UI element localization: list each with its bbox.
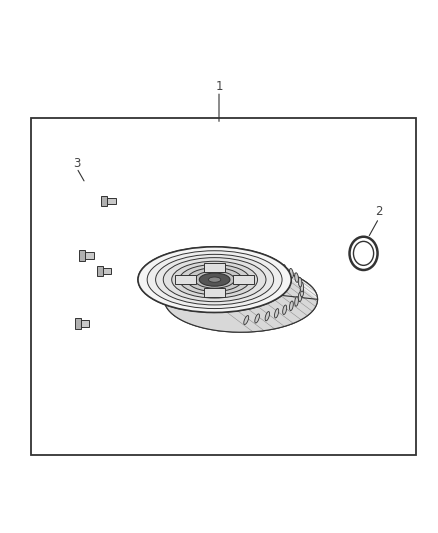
Ellipse shape xyxy=(194,271,235,288)
Ellipse shape xyxy=(255,256,259,265)
Ellipse shape xyxy=(255,314,259,323)
Ellipse shape xyxy=(199,273,230,286)
Ellipse shape xyxy=(290,301,293,311)
Ellipse shape xyxy=(172,261,258,298)
Ellipse shape xyxy=(275,309,279,318)
FancyBboxPatch shape xyxy=(79,251,85,261)
Ellipse shape xyxy=(147,251,282,309)
FancyBboxPatch shape xyxy=(101,196,107,206)
Ellipse shape xyxy=(187,268,242,292)
Ellipse shape xyxy=(180,264,250,295)
Ellipse shape xyxy=(295,273,298,282)
FancyBboxPatch shape xyxy=(102,268,111,274)
Ellipse shape xyxy=(298,277,302,287)
Ellipse shape xyxy=(164,266,318,332)
FancyBboxPatch shape xyxy=(97,265,103,276)
Text: 1: 1 xyxy=(215,80,223,93)
Ellipse shape xyxy=(275,261,279,270)
Ellipse shape xyxy=(298,292,302,302)
Ellipse shape xyxy=(244,254,249,263)
FancyBboxPatch shape xyxy=(204,288,225,296)
FancyBboxPatch shape xyxy=(85,252,94,259)
Ellipse shape xyxy=(208,277,221,282)
Ellipse shape xyxy=(283,264,286,274)
Text: 2: 2 xyxy=(375,205,383,218)
Ellipse shape xyxy=(290,269,293,278)
Ellipse shape xyxy=(283,305,286,314)
FancyBboxPatch shape xyxy=(204,263,225,271)
FancyBboxPatch shape xyxy=(175,275,196,284)
Ellipse shape xyxy=(265,312,269,321)
Ellipse shape xyxy=(300,282,304,292)
FancyBboxPatch shape xyxy=(107,198,116,204)
Polygon shape xyxy=(138,280,318,332)
Ellipse shape xyxy=(244,316,249,325)
FancyBboxPatch shape xyxy=(233,275,254,284)
Ellipse shape xyxy=(265,258,269,268)
Text: 3: 3 xyxy=(73,157,80,170)
Ellipse shape xyxy=(300,287,304,297)
Ellipse shape xyxy=(163,257,266,302)
Polygon shape xyxy=(138,247,318,300)
Bar xyxy=(31,118,416,455)
Ellipse shape xyxy=(138,247,291,312)
Ellipse shape xyxy=(155,254,274,305)
FancyBboxPatch shape xyxy=(81,320,89,327)
FancyBboxPatch shape xyxy=(75,318,81,329)
Ellipse shape xyxy=(295,297,298,306)
